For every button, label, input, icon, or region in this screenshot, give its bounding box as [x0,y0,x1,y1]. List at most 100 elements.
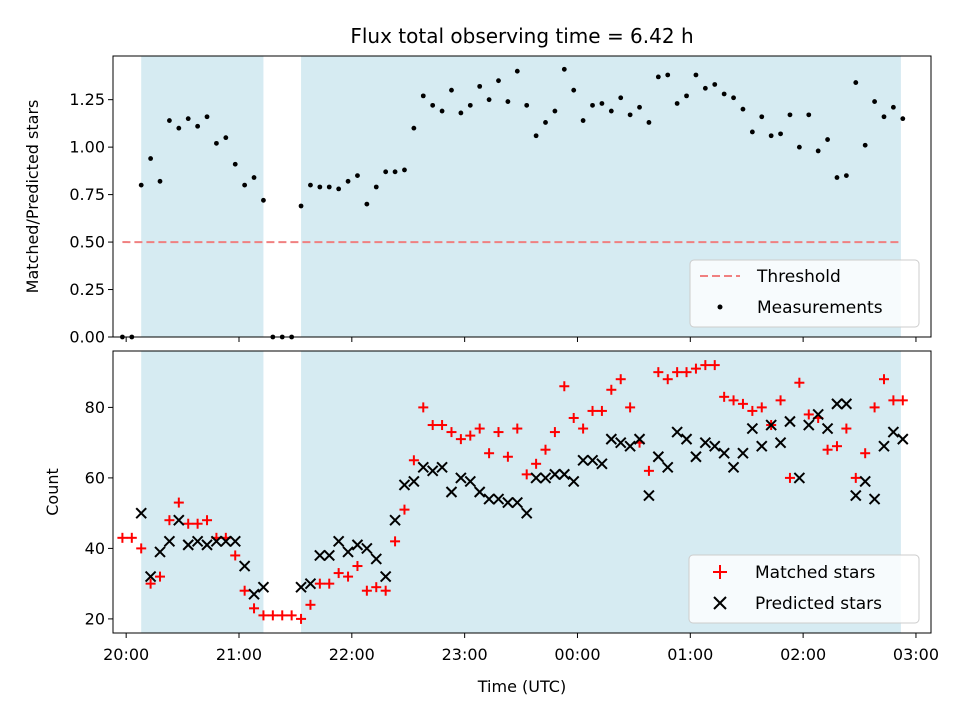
measurement-point [251,175,257,180]
x-b [379,570,392,583]
predicted-star-point [492,493,505,505]
predicted-star-point [633,433,646,445]
matched-star-point [437,420,448,431]
matched-star-point [296,613,307,624]
predicted-star-point [408,475,420,488]
predicted-star-point [699,436,712,449]
bottom-ytick-label: 60 [85,468,105,487]
measurement-point [655,74,661,80]
matched-star-point [737,398,748,409]
matched-star-point [484,448,495,459]
matched-star-point [164,515,175,526]
predicted-star-point [417,461,429,474]
measurements-legend-icon [717,304,723,310]
measurement-point [853,80,859,85]
matched-star-point [502,451,513,462]
predicted-star-point [878,440,890,452]
matched-star-point [747,405,758,416]
matched-star-point [390,536,401,547]
x-b [464,475,476,488]
x-b [351,539,364,551]
measurement-point [308,182,313,188]
predicted-star-point [332,535,345,548]
x-b [304,577,317,590]
x-b [727,461,740,474]
bottom-ytick-label: 20 [85,609,105,628]
predicted-star-point [445,486,458,498]
matched-star-point [239,585,250,596]
x-b [455,472,467,484]
matched-star-point [869,402,880,413]
bottom-observing-bands [141,351,901,633]
bottom-legend-box [688,554,920,624]
x-b [257,581,270,593]
predicted-star-point [850,489,862,502]
predicted-star-point [671,426,683,438]
predicted-star-point [182,539,194,551]
measurement-point [618,95,624,101]
xtick-label: 20:00 [103,645,149,664]
xtick-label: 02:00 [780,645,826,664]
predicted-star-point [314,549,326,562]
matched-star-point [371,582,382,593]
measurement-point [138,182,144,188]
matched-star-point [568,412,579,423]
x-b [144,570,157,583]
x-b [398,479,411,491]
measurement-point [787,112,793,118]
x-b [426,465,439,477]
x-b [201,539,213,551]
predicted-star-point [821,422,834,435]
matched-star-point [841,423,852,434]
measurement-point [383,169,389,175]
measurement-point [684,93,689,99]
matched-star-point [324,578,335,589]
x-b [408,475,420,488]
matched-star-point [578,423,589,434]
bottom-ytick-label: 80 [85,398,105,417]
predicted-star-point [793,472,806,484]
x-b [887,426,900,438]
measurement-point [702,85,708,91]
x-b [624,440,636,452]
x-b [586,454,599,466]
predicted-star-point [624,440,636,452]
measurement-point [317,184,323,190]
x-b [530,472,542,484]
predicted-star-point [238,560,251,572]
measurement-point [665,72,671,78]
measurement-point [420,93,426,99]
observing-band [141,56,264,337]
predicted-star-point [868,493,881,505]
matched-star-point [343,571,354,582]
x-b [690,451,702,463]
measurement-point [759,114,765,120]
matched-star-point [126,532,137,543]
x-b [615,436,627,449]
matched-star-point [775,395,786,406]
matched-star-point [878,374,889,385]
top-ytick-label: 0.50 [69,233,105,252]
measurement-point [731,95,736,101]
measurement-point [552,108,558,114]
x-b [389,514,401,526]
x-b [154,546,166,558]
measurement-point [796,144,802,150]
matched-star-point [427,420,438,431]
x-b [135,507,147,519]
measurement-point [214,140,219,146]
predicted-star-point [483,493,495,505]
top-ytick-label: 0.25 [69,280,105,299]
x-b [671,426,683,438]
matched-star-point [512,423,523,434]
matched-star-point [465,430,476,441]
predicted-star-point [436,461,448,474]
matched-star-point [380,585,391,596]
matched-star-point [681,367,692,378]
x-b [220,535,232,548]
x-b [314,549,326,562]
matched-star-point [559,381,570,392]
predicted-star-point [897,433,909,445]
matched-star-point [277,610,288,621]
predicted-star-point [812,408,824,421]
